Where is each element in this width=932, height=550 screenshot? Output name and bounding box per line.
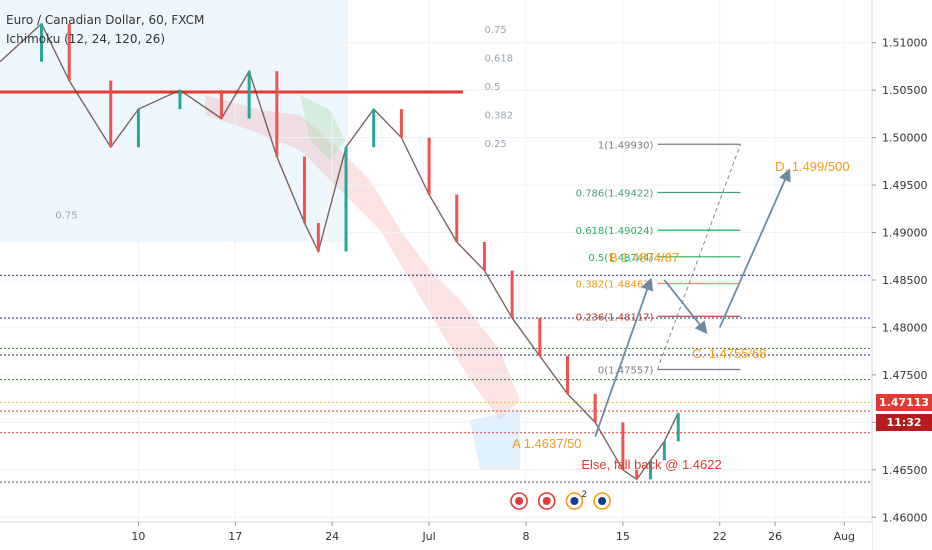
x-tick-label: 17	[228, 530, 242, 543]
candle	[40, 23, 44, 62]
candle	[344, 147, 348, 252]
fib-level-label: 0.236(1.48117)	[576, 312, 654, 323]
candle	[676, 412, 680, 442]
annotation-label: D. 1.499/500	[775, 159, 849, 174]
ichimoku-cloud-recent	[470, 410, 520, 470]
indicator-label[interactable]: Ichimoku (12, 24, 120, 26)	[6, 32, 166, 46]
y-tick-label: 1.51000	[882, 37, 928, 50]
candle	[303, 156, 307, 224]
old-fib-label: 0.5	[484, 82, 500, 93]
candle	[635, 469, 639, 480]
annotation-label: C. 1.4755/68	[692, 346, 766, 361]
eu-flag-inner	[570, 497, 579, 505]
ichimoku-cloud-bull	[300, 95, 345, 160]
fib-level-label: 0.786(1.49422)	[576, 188, 654, 199]
old-fib-label: 0.618	[484, 54, 513, 65]
candle	[649, 460, 653, 480]
event-count: 2	[581, 490, 587, 500]
y-tick-label: 1.47500	[882, 369, 928, 382]
candle	[662, 441, 666, 461]
old-fib-label: 0.25	[484, 139, 506, 150]
x-tick-label: 22	[713, 530, 727, 543]
projection-arrow	[663, 279, 708, 335]
candle	[275, 71, 279, 157]
event-icons[interactable]: 2	[510, 490, 611, 510]
candle	[399, 109, 403, 138]
candle	[316, 223, 320, 252]
projection-arrow	[718, 168, 791, 328]
price-line	[0, 22, 679, 481]
y-tick-label: 1.48000	[882, 321, 928, 334]
y-tick-label: 1.50500	[882, 84, 928, 97]
annotation-label: A 1.4637/50	[512, 436, 581, 451]
annotation-label: B 1.4874/87	[609, 250, 679, 265]
y-axis: 1.51000 1.50500 1.50000 1.49500 1.49000 1.485…	[871, 0, 932, 550]
candle	[565, 355, 569, 394]
fib-level-label: 0(1.47557)	[598, 365, 654, 376]
ca-flag-inner	[515, 497, 524, 505]
y-tick-label: 1.46000	[882, 511, 928, 524]
y-axis-bg	[872, 0, 932, 550]
candle	[219, 90, 223, 119]
price-series	[0, 22, 680, 481]
projection-arrow	[594, 277, 654, 437]
old-fib-label: 0.75	[484, 25, 506, 36]
candle	[510, 270, 514, 318]
y-tick-label: 1.50000	[882, 132, 928, 145]
annotations: D. 1.499/500 B 1.4874/87 C. 1.4755/68 A 1.4…	[512, 159, 849, 472]
annotation-label: Else, fall back @ 1.4622	[581, 457, 721, 472]
candle	[455, 194, 459, 243]
x-axis-bg	[0, 522, 872, 550]
y-tick-label: 1.48500	[882, 274, 928, 287]
y-tick-label: 1.49500	[882, 179, 928, 192]
candle	[136, 109, 140, 148]
fib-level-label: 0.382(1.48463)	[576, 279, 654, 290]
candle	[593, 393, 597, 423]
fib-level-label: 0.5(1.48744)	[588, 253, 653, 264]
projection-arrows	[594, 168, 791, 437]
volume-profile-zone	[0, 0, 348, 242]
fib-trend-line	[656, 144, 741, 370]
candle	[372, 109, 376, 148]
x-tick-label: 26	[768, 530, 782, 543]
candle	[538, 317, 542, 356]
ichimoku-cloud-bear	[205, 95, 520, 420]
x-axis: 10 17 24 Jul 8 15 22 26 Aug	[0, 521, 872, 550]
candle	[427, 137, 431, 195]
candle	[67, 23, 71, 81]
candle	[109, 80, 113, 148]
horizontal-levels	[0, 90, 872, 483]
candle	[178, 90, 182, 110]
chart-title: Euro / Canadian Dollar, 60, FXCM	[6, 13, 205, 27]
countdown-tag: 11:32	[876, 414, 932, 431]
old-fib-label: 0.382	[484, 111, 513, 122]
ca-flag-inner	[542, 497, 551, 505]
old-fib-label: 0.75	[55, 210, 77, 221]
last-price-tag: 1.47113	[876, 394, 932, 411]
eu-flag-inner	[598, 497, 607, 505]
x-tick-label: 10	[131, 530, 145, 543]
x-tick-label: 15	[616, 530, 630, 543]
fib-level-label: 0.618(1.49024)	[576, 226, 654, 237]
fib-level-label: 1(1.49930)	[598, 140, 654, 151]
candle	[482, 242, 486, 271]
fibonacci-retracement: 1(1.49930) 0.786(1.49422) 0.618(1.49024) 0.…	[55, 25, 741, 376]
x-tick-label: 24	[325, 530, 339, 543]
x-tick-label: 8	[522, 530, 529, 543]
x-tick-label: Jul	[421, 530, 435, 543]
y-tick-label: 1.46500	[882, 464, 928, 477]
candle	[621, 422, 625, 470]
x-tick-label: Aug	[834, 530, 855, 543]
y-tick-label: 1.49000	[882, 227, 928, 240]
candle	[247, 71, 251, 119]
